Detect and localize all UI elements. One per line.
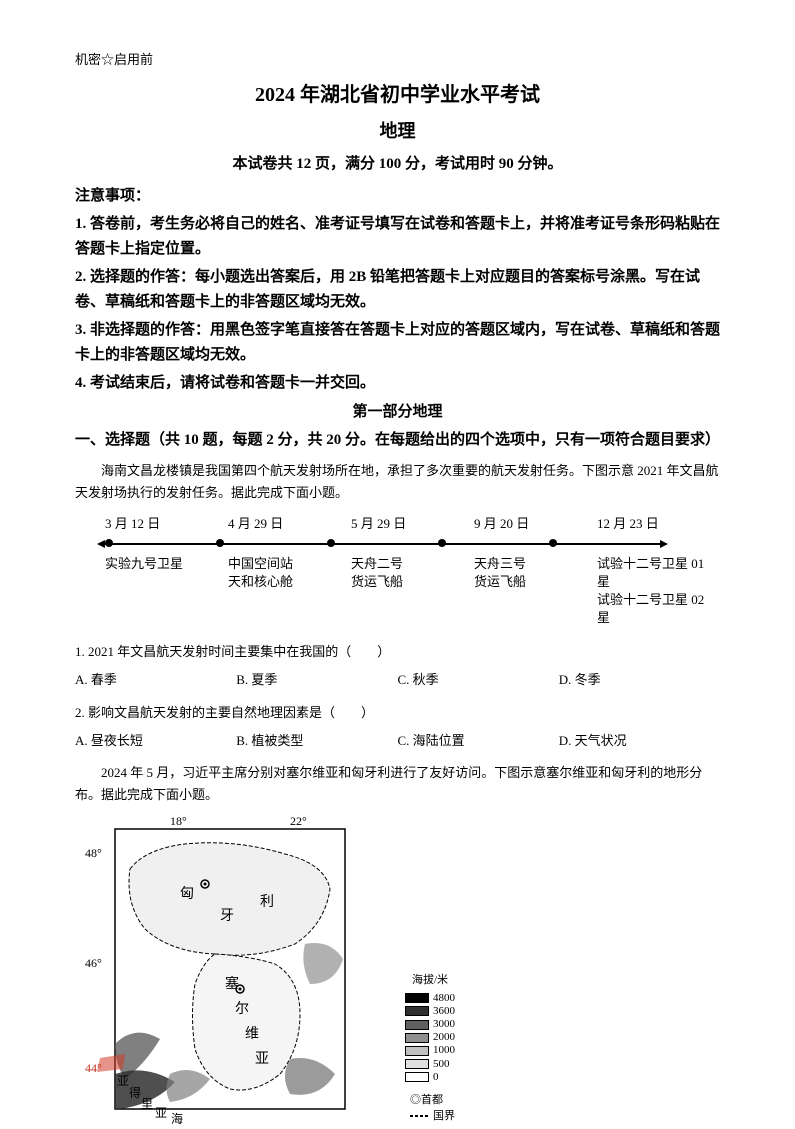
timeline-date: 9 月 20 日	[474, 514, 597, 535]
mcq-heading: 一、选择题（共 10 题，每题 2 分，共 20 分。在每题给出的四个选项中，只…	[75, 428, 720, 454]
notice-item-3: 3. 非选择题的作答：用黑色签字笔直接答在答题卡上对应的答题区域内，写在试卷、草…	[75, 318, 720, 369]
timeline-date: 3 月 12 日	[105, 514, 228, 535]
option-c: C. 海陆位置	[398, 730, 559, 752]
map-legend-symbols: ◎首都 国界	[410, 1093, 455, 1124]
timeline-label: 天舟二号货运飞船	[351, 555, 474, 628]
timeline-line	[75, 537, 720, 551]
question-1-options: A. 春季 B. 夏季 C. 秋季 D. 冬季	[75, 669, 720, 691]
notice-item-2: 2. 选择题的作答：每小题选出答案后，用 2B 铅笔把答题卡上对应题目的答案标号…	[75, 265, 720, 316]
map-figure: 18° 22° 48° 46° 44° 匈 牙 利 塞 尔 维 亚 亚 得 里 …	[75, 814, 445, 1124]
notice-item-4: 4. 考试结束后，请将试卷和答题卡一并交回。	[75, 371, 720, 397]
country-label: 牙	[220, 906, 234, 928]
country-label: 塞	[225, 974, 239, 996]
timeline-date: 5 月 29 日	[351, 514, 474, 535]
map-longitude: 18°	[170, 812, 187, 831]
sea-label: 亚	[155, 1104, 167, 1123]
legend-row: 0	[405, 1071, 455, 1084]
country-label: 维	[245, 1024, 259, 1046]
option-d: D. 天气状况	[559, 730, 720, 752]
map-latitude: 44°	[85, 1059, 102, 1078]
legend-title: 海拔/米	[405, 972, 455, 990]
option-d: D. 冬季	[559, 669, 720, 691]
option-a: A. 昼夜长短	[75, 730, 236, 752]
passage-1: 海南文昌龙楼镇是我国第四个航天发射场所在地，承担了多次重要的航天发射任务。下图示…	[75, 460, 720, 504]
passage-2: 2024 年 5 月，习近平主席分别对塞尔维亚和匈牙利进行了友好访问。下图示意塞…	[75, 762, 720, 806]
sea-label: 亚	[117, 1072, 129, 1091]
timeline-label: 实验九号卫星	[105, 555, 228, 628]
timeline-labels: 实验九号卫星 中国空间站天和核心舱 天舟二号货运飞船 天舟三号货运飞船 试验十二…	[75, 555, 720, 628]
option-b: B. 夏季	[236, 669, 397, 691]
map-longitude: 22°	[290, 812, 307, 831]
legend-row: 3600	[405, 1005, 455, 1018]
question-2-text: 2. 影响文昌航天发射的主要自然地理因素是（ ）	[75, 702, 720, 724]
country-label: 亚	[255, 1049, 269, 1071]
map-legend-elevation: 海拔/米 480036003000200010005000	[405, 972, 455, 1084]
map-latitude: 48°	[85, 844, 102, 863]
legend-row: 500	[405, 1058, 455, 1071]
question-2-options: A. 昼夜长短 B. 植被类型 C. 海陆位置 D. 天气状况	[75, 730, 720, 752]
sea-label: 得	[129, 1084, 141, 1103]
timeline-label: 试验十二号卫星 01 星试验十二号卫星 02 星	[597, 555, 720, 628]
title-subject: 地理	[75, 117, 720, 146]
timeline-date: 12 月 23 日	[597, 514, 720, 535]
timeline-dates: 3 月 12 日 4 月 29 日 5 月 29 日 9 月 20 日 12 月…	[75, 514, 720, 535]
legend-border: 国界	[410, 1109, 455, 1124]
timeline-label: 中国空间站天和核心舱	[228, 555, 351, 628]
confidential-label: 机密☆启用前	[75, 50, 720, 71]
country-label: 匈	[180, 884, 194, 906]
notice-heading: 注意事项：	[75, 184, 720, 208]
option-a: A. 春季	[75, 669, 236, 691]
legend-capital: ◎首都	[410, 1093, 455, 1108]
question-1-text: 1. 2021 年文昌航天发射时间主要集中在我国的（ ）	[75, 641, 720, 663]
sea-label: 海	[171, 1110, 183, 1129]
timeline-date: 4 月 29 日	[228, 514, 351, 535]
option-c: C. 秋季	[398, 669, 559, 691]
title-main: 2024 年湖北省初中学业水平考试	[75, 79, 720, 111]
map-latitude: 46°	[85, 954, 102, 973]
timeline-label: 天舟三号货运飞船	[474, 555, 597, 628]
legend-row: 4800	[405, 992, 455, 1005]
country-label: 尔	[235, 999, 249, 1021]
legend-row: 2000	[405, 1031, 455, 1044]
notice-item-1: 1. 答卷前，考生务必将自己的姓名、准考证号填写在试卷和答题卡上，并将准考证号条…	[75, 212, 720, 263]
legend-row: 1000	[405, 1044, 455, 1057]
option-b: B. 植被类型	[236, 730, 397, 752]
section-heading: 第一部分地理	[75, 400, 720, 424]
exam-info: 本试卷共 12 页，满分 100 分，考试用时 90 分钟。	[75, 152, 720, 176]
sea-label: 里	[141, 1095, 153, 1114]
timeline-figure: 3 月 12 日 4 月 29 日 5 月 29 日 9 月 20 日 12 月…	[75, 514, 720, 628]
legend-row: 3000	[405, 1018, 455, 1031]
country-label: 利	[260, 892, 274, 914]
